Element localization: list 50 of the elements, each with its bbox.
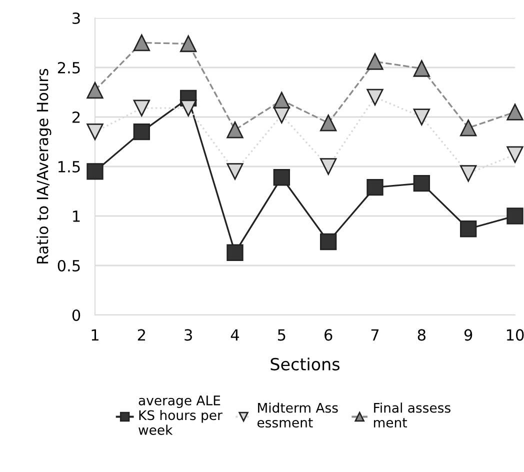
point (413, 174, 430, 192)
x-axis-title: Sections (270, 358, 340, 370)
y-tick-label: 3 (72, 12, 80, 24)
x-tick-label: 4 (230, 329, 240, 340)
point (273, 169, 290, 186)
y-tick-label: 2.5 (58, 62, 80, 74)
point (413, 60, 430, 77)
point (226, 122, 244, 138)
y-tick-label: 2 (72, 111, 80, 123)
x-tick-label: 5 (278, 329, 286, 341)
legend-label: average ALE KS hours per week (138, 396, 222, 435)
point (366, 88, 384, 106)
x-tick-label: 1 (92, 329, 98, 340)
y-tick-label: 1 (73, 210, 80, 222)
y-tick-label: 0 (72, 309, 80, 322)
legend-label: Midterm Ass essment (257, 402, 338, 428)
x-tick-label: 7 (371, 329, 379, 340)
point (366, 178, 384, 196)
x-tick-label: 8 (418, 329, 426, 341)
point (506, 208, 524, 224)
x-tick-label: 6 (324, 329, 332, 341)
point (226, 163, 244, 180)
y-tick-label: 1.5 (58, 161, 80, 173)
point (366, 53, 384, 70)
point (460, 165, 477, 182)
point (506, 146, 524, 163)
point (133, 100, 150, 116)
point (320, 233, 337, 250)
point (320, 114, 337, 132)
x-tick-label: 10 (506, 329, 524, 341)
point (180, 100, 197, 116)
x-tick-label: 3 (184, 329, 192, 341)
point (133, 34, 150, 52)
point (320, 158, 337, 175)
point (86, 163, 104, 180)
x-tick-label: 9 (464, 329, 472, 341)
point (86, 124, 104, 140)
point (226, 244, 244, 261)
point (86, 82, 104, 99)
point (180, 35, 197, 52)
y-axis-title: Ratio to IA/Average Hours (36, 68, 52, 264)
point (460, 120, 477, 136)
point (506, 104, 524, 120)
x-tick-label: 2 (138, 329, 145, 340)
point (133, 124, 150, 140)
point (413, 108, 430, 126)
point (460, 220, 477, 238)
legend-label: Final assess ment (374, 402, 450, 428)
y-tick-label: 0.5 (58, 260, 80, 272)
point (273, 92, 290, 109)
